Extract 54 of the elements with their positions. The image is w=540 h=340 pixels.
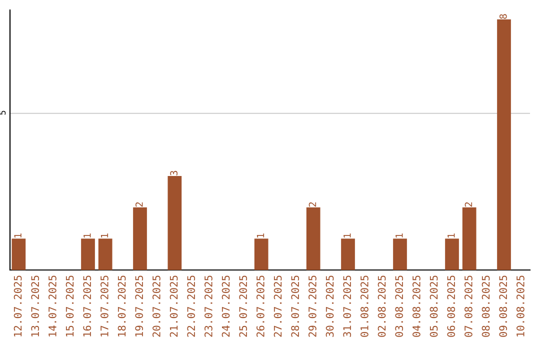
data-label: 1 [344, 233, 351, 238]
x-tick-label: 09.08.2025 [499, 276, 508, 337]
x-tick-label: 08.08.2025 [482, 276, 490, 337]
bar [98, 238, 112, 270]
x-tick-label: 16.07.2025 [83, 276, 92, 336]
x-tick-label: 23.07.2025 [204, 276, 212, 337]
data-label: 8 [499, 14, 507, 19]
x-tick-label: 25.07.2025 [239, 276, 248, 337]
x-tick-label: 31.07.2025 [343, 276, 352, 337]
bar [393, 238, 407, 270]
x-tick-label: 18.07.2025 [118, 276, 126, 336]
x-tick-label: 30.07.2025 [326, 276, 334, 337]
x-tick-label: 20.07.2025 [152, 276, 160, 337]
data-label: 2 [308, 202, 316, 207]
x-tick-label: 21.07.2025 [170, 276, 178, 337]
x-tick-label: 03.08.2025 [395, 276, 404, 337]
data-label: 1 [396, 233, 403, 238]
bar [341, 238, 355, 270]
bar [462, 207, 476, 270]
bar [306, 207, 320, 270]
x-tick-label: 06.08.2025 [447, 276, 456, 337]
data-label: 1 [84, 233, 91, 238]
data-label: 1 [448, 233, 455, 238]
bar [12, 238, 26, 270]
x-tick-label: 02.08.2025 [378, 276, 386, 337]
bar [497, 19, 511, 270]
x-tick-label: 14.07.2025 [48, 276, 56, 336]
x-tick-label: 05.08.2025 [430, 276, 438, 337]
x-tick-label: 17.07.2025 [100, 276, 108, 336]
x-tick-label: 27.07.2025 [274, 276, 282, 337]
data-label: 2 [464, 202, 472, 207]
bar [133, 207, 147, 270]
x-tick-label: 28.07.2025 [291, 276, 300, 337]
x-tick-label: 12.07.2025 [14, 276, 22, 336]
bar [254, 238, 268, 270]
x-tick-label: 13.07.2025 [31, 276, 40, 336]
x-tick-label: 29.07.2025 [308, 276, 316, 337]
x-tick-label: 26.07.2025 [256, 276, 264, 337]
bar [445, 238, 459, 270]
x-tick-label: 19.07.2025 [135, 276, 144, 336]
x-tick-label: 04.08.2025 [412, 276, 420, 337]
bar [168, 176, 182, 270]
data-label: 3 [170, 170, 178, 176]
data-label: 1 [100, 233, 108, 238]
x-tick-label: 07.08.2025 [464, 276, 472, 337]
bar [81, 238, 95, 270]
data-label: 2 [135, 202, 143, 207]
x-tick-label: 15.07.2025 [66, 276, 74, 336]
data-label: 1 [256, 233, 264, 238]
x-tick-label: 10.08.2025 [516, 276, 524, 336]
data-label: 1 [14, 233, 22, 238]
x-tick-label: 22.07.2025 [187, 276, 196, 337]
x-tick-label: 24.07.2025 [222, 276, 230, 337]
x-tick-label: 01.08.2025 [360, 276, 368, 337]
